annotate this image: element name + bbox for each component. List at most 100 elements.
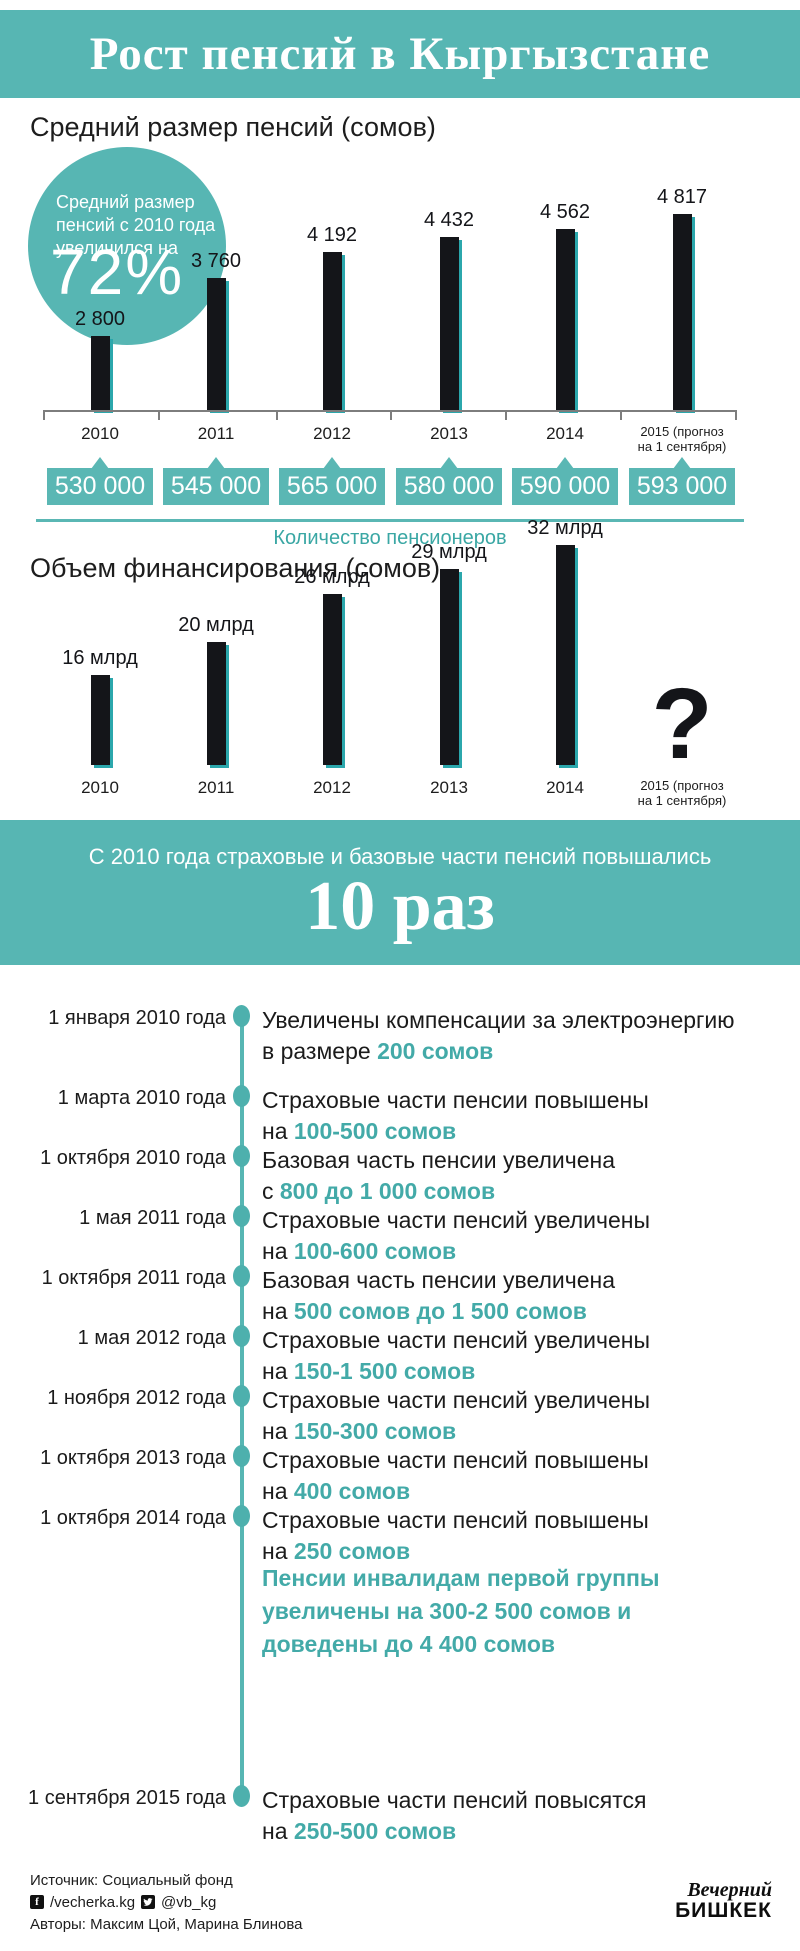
bar-group-2011: 3 760 bbox=[152, 250, 280, 410]
timeline-date: 1 ноября 2012 года bbox=[47, 1387, 226, 1409]
callout-value: 590 000 bbox=[519, 472, 611, 500]
timeline-axis-line bbox=[240, 1013, 244, 1803]
axis-tick bbox=[158, 412, 160, 420]
axis-tick bbox=[620, 412, 622, 420]
bar-2014 bbox=[555, 229, 575, 410]
event-accent: 150-1 500 сомов bbox=[293, 1358, 476, 1384]
bar-2011 bbox=[206, 278, 226, 410]
axis-tick bbox=[735, 412, 737, 420]
callout-pointer bbox=[556, 457, 574, 469]
timeline-dot bbox=[233, 1445, 250, 1467]
bar-value-label: 4 562 bbox=[539, 201, 591, 223]
timeline-date: 1 марта 2010 года bbox=[57, 1087, 226, 1109]
timeline-date: 1 октября 2013 года bbox=[40, 1447, 226, 1469]
page-title: Рост пенсий в Кыргызстане bbox=[89, 28, 711, 80]
event-text: Страховые части пенсий повысятся на bbox=[262, 1787, 647, 1844]
chart-funding: 16 млрд 20 млрд 26 млрд 29 млрд 32 млрд … bbox=[0, 517, 800, 780]
event-accent: 150-300 сомов bbox=[293, 1418, 457, 1444]
timeline-date: 1 октября 2011 года bbox=[41, 1267, 226, 1289]
callout-pointer bbox=[207, 457, 225, 469]
x-axis bbox=[43, 410, 737, 420]
callout-box: 530 000 bbox=[47, 457, 153, 505]
bar-group-2010: 2 800 bbox=[36, 308, 164, 410]
event-accent: 250 сомов bbox=[293, 1538, 411, 1564]
event-accent: 500 сомов до 1 500 сомов bbox=[293, 1298, 587, 1324]
event-text: Базовая часть пенсии увеличена с bbox=[262, 1147, 616, 1204]
timeline-dot bbox=[233, 1005, 250, 1027]
timeline-date: 1 сентября 2015 года bbox=[28, 1787, 226, 1809]
bar-2014 bbox=[555, 545, 575, 765]
timeline-event: Страховые части пенсий повышены на 250 с… bbox=[262, 1505, 792, 1567]
timeline-event: Страховые части пенсий увеличены на 100-… bbox=[262, 1205, 792, 1267]
question-mark: ? bbox=[651, 668, 713, 780]
callout-value: 530 000 bbox=[54, 472, 146, 500]
category-label: 2011 bbox=[197, 778, 235, 797]
bar-group-2013: 29 млрд bbox=[385, 541, 513, 765]
timeline-date: 1 октября 2014 года bbox=[40, 1507, 226, 1529]
twitter-icon bbox=[141, 1895, 156, 1909]
callout-box: 593 000 bbox=[629, 457, 735, 505]
category-label: 2010 bbox=[81, 778, 119, 797]
callout-caption: Количество пенсионеров bbox=[273, 527, 507, 549]
event-text: Страховые части пенсий увеличены на bbox=[262, 1387, 651, 1444]
bar-value-label: 2 800 bbox=[74, 308, 126, 330]
bar-value-label: 32 млрд bbox=[527, 517, 603, 539]
header-banner: Рост пенсий в Кыргызстане bbox=[0, 10, 800, 98]
bar-value-label: 4 192 bbox=[306, 224, 358, 246]
timeline-dot bbox=[233, 1325, 250, 1347]
callout-pointer bbox=[440, 457, 458, 469]
callout-value: 593 000 bbox=[636, 472, 728, 500]
timeline-event: Базовая часть пенсии увеличена на 500 со… bbox=[262, 1265, 792, 1327]
timeline-event: Увеличены компенсации за электроэнергию … bbox=[262, 1005, 792, 1067]
category-label: 2015 (прогноз на 1 сентября) bbox=[637, 778, 727, 808]
logo-line2: БИШКЕК bbox=[675, 1899, 772, 1922]
chart-average-pensions: Средний размер пенсий с 2010 года увелич… bbox=[0, 145, 800, 411]
timeline-dot bbox=[233, 1385, 250, 1407]
timeline-dot bbox=[233, 1505, 250, 1527]
highlight-banner: С 2010 года страховые и базовые части пе… bbox=[0, 820, 800, 965]
axis-tick bbox=[43, 412, 45, 420]
bar-group-2014: 4 562 bbox=[501, 201, 629, 410]
callout-pointer bbox=[673, 457, 691, 469]
twitter-handle: @vb_kg bbox=[161, 1893, 217, 1911]
callout-value: 545 000 bbox=[170, 472, 262, 500]
event-accent: 400 сомов bbox=[293, 1478, 411, 1504]
facebook-handle: /vecherka.kg bbox=[50, 1893, 136, 1911]
bar-group-2015: 4 817 bbox=[618, 186, 746, 410]
bar-group-2010: 16 млрд bbox=[36, 647, 164, 765]
chart1-title: Средний размер пенсий (сомов) bbox=[30, 112, 436, 142]
timeline-dot bbox=[233, 1785, 250, 1807]
timeline-dot bbox=[233, 1145, 250, 1167]
event-text: Страховые части пенсий увеличены на bbox=[262, 1207, 651, 1264]
callout-value: 565 000 bbox=[286, 472, 378, 500]
timeline-event: Страховые части пенсий повысятся на 250-… bbox=[262, 1785, 792, 1847]
bar-2010 bbox=[90, 336, 110, 410]
facebook-icon: f bbox=[30, 1895, 44, 1909]
timeline-dot bbox=[233, 1205, 250, 1227]
callout-value: 580 000 bbox=[403, 472, 495, 500]
callout-pointer bbox=[91, 457, 109, 469]
timeline-date: 1 мая 2011 года bbox=[79, 1207, 226, 1229]
category-label: 2014 bbox=[546, 424, 584, 443]
bar-value-label: 3 760 bbox=[190, 250, 242, 272]
timeline-dot bbox=[233, 1085, 250, 1107]
timeline-event: Страховые части пенсий увеличены на 150-… bbox=[262, 1325, 792, 1387]
bar-group-2014: 32 млрд bbox=[501, 517, 629, 765]
event-text: Страховые части пенсий повышены на bbox=[262, 1507, 649, 1564]
axis-tick bbox=[276, 412, 278, 420]
timeline-event: Страховые части пенсий повышены на 400 с… bbox=[262, 1445, 792, 1507]
callout-box: 590 000 bbox=[512, 457, 618, 505]
bar-2010 bbox=[90, 675, 110, 765]
circle-annotation: Средний размер пенсий с 2010 года увелич… bbox=[56, 192, 216, 258]
category-label: 2012 bbox=[313, 424, 351, 443]
bar-2013 bbox=[439, 569, 459, 765]
callout-box: 580 000 bbox=[396, 457, 502, 505]
timeline-date: 1 января 2010 года bbox=[48, 1007, 226, 1029]
event-text: Страховые части пенсий увеличены на bbox=[262, 1327, 651, 1384]
timeline-date: 1 октября 2010 года bbox=[40, 1147, 226, 1169]
timeline-event: Страховые части пенсий увеличены на 150-… bbox=[262, 1385, 792, 1447]
event-accent: 100-600 сомов bbox=[293, 1238, 457, 1264]
bar-2012 bbox=[322, 252, 342, 410]
banner-text: С 2010 года страховые и базовые части пе… bbox=[88, 844, 712, 869]
